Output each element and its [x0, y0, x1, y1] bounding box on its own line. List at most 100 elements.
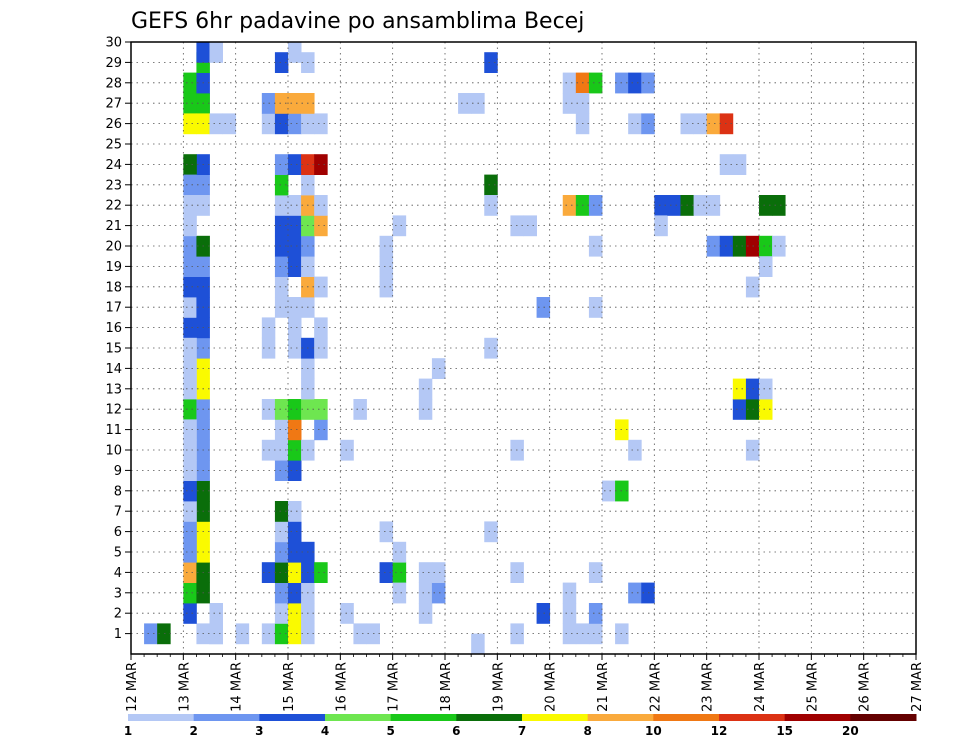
- heatmap-cell: [484, 521, 498, 543]
- heatmap-cell: [588, 562, 603, 583]
- heatmap-cell: [183, 603, 197, 624]
- heatmap-cell: [183, 276, 197, 298]
- heatmap-cell: [183, 113, 197, 135]
- heatmap-cell: [340, 603, 354, 624]
- heatmap-cell: [628, 439, 642, 461]
- y-tick-label: 21: [105, 219, 122, 234]
- heatmap-cell: [458, 93, 472, 114]
- x-tick-label: 25 MAR: [805, 662, 820, 712]
- y-tick-label: 19: [105, 260, 122, 275]
- colorbar-label: 6: [452, 724, 460, 738]
- heatmap-cell: [288, 419, 302, 441]
- heatmap-cell: [183, 399, 197, 420]
- heatmap-cell: [484, 337, 498, 359]
- heatmap-cell: [431, 562, 446, 583]
- heatmap-cell: [196, 42, 210, 63]
- heatmap-cell: [314, 195, 328, 216]
- heatmap-cell: [536, 297, 551, 318]
- colorbar-swatch: [587, 714, 654, 721]
- heatmap-cell: [274, 276, 289, 298]
- heatmap-cell: [274, 256, 289, 277]
- colorbar-label: 8: [583, 724, 591, 738]
- heatmap-cell: [288, 256, 302, 277]
- heatmap-cell: [732, 378, 747, 400]
- heatmap-cell: [392, 541, 407, 563]
- heatmap-cell: [353, 399, 367, 420]
- heatmap-cell: [288, 113, 302, 135]
- x-tick-label: 15 MAR: [282, 662, 297, 712]
- colorbar-swatch: [522, 714, 589, 721]
- heatmap-cell: [379, 235, 394, 257]
- colorbar-swatch: [259, 714, 326, 721]
- heatmap-cell: [392, 562, 407, 583]
- y-tick-label: 26: [105, 117, 122, 132]
- colorbar-swatch: [325, 714, 392, 721]
- heatmap-cell: [588, 235, 603, 257]
- colorbar-swatch: [653, 714, 720, 721]
- heatmap-cell: [183, 358, 197, 379]
- heatmap-cell: [759, 195, 773, 216]
- y-tick-label: 28: [105, 76, 122, 91]
- y-tick-label: 13: [105, 382, 122, 397]
- x-tick-label: 12 MAR: [125, 662, 140, 712]
- y-tick-label: 12: [105, 403, 122, 418]
- heatmap-cell: [288, 297, 302, 318]
- heatmap-cell: [288, 93, 302, 114]
- colorbar-swatch: [784, 714, 851, 721]
- heatmap-cell: [288, 623, 302, 645]
- heatmap-cell: [288, 439, 302, 461]
- heatmap-cell: [183, 93, 197, 114]
- x-tick-label: 27 MAR: [910, 662, 925, 712]
- heatmap-cell: [759, 235, 773, 257]
- heatmap-cell: [641, 113, 655, 135]
- heatmap-cell: [183, 174, 197, 196]
- y-tick-label: 3: [114, 586, 122, 601]
- x-tick-label: 24 MAR: [753, 662, 768, 712]
- heatmap-cell: [471, 633, 485, 655]
- heatmap-cell: [314, 276, 328, 298]
- heatmap-cell: [288, 501, 302, 522]
- y-tick-label: 8: [114, 484, 122, 499]
- colorbar-label: 15: [776, 724, 793, 738]
- heatmap-cell: [274, 215, 289, 237]
- heatmap-cell: [562, 603, 577, 624]
- heatmap-cell: [183, 501, 197, 522]
- heatmap-cell: [602, 480, 616, 502]
- heatmap-cell: [288, 399, 302, 420]
- heatmap-cell: [654, 215, 668, 237]
- heatmap-cell: [759, 399, 773, 420]
- y-tick-label: 16: [105, 321, 122, 336]
- heatmap-cell: [392, 582, 407, 604]
- heatmap-cell: [288, 541, 302, 563]
- heatmap-cell: [706, 113, 721, 135]
- heatmap-cell: [274, 439, 289, 461]
- y-tick-label: 4: [114, 566, 122, 581]
- heatmap-cell: [183, 460, 197, 481]
- y-tick-label: 20: [105, 240, 122, 255]
- x-tick-label: 20 MAR: [544, 662, 559, 712]
- x-tick-label: 14 MAR: [230, 662, 245, 712]
- heatmap-cells: [144, 42, 786, 655]
- heatmap-cell: [288, 521, 302, 543]
- heatmap-cell: [314, 113, 328, 135]
- heatmap-cell: [209, 623, 223, 645]
- x-tick-label: 21 MAR: [596, 662, 611, 712]
- heatmap-cell: [183, 521, 197, 543]
- colorbar-swatch: [850, 714, 917, 721]
- x-tick-label: 16 MAR: [334, 662, 349, 712]
- heatmap-cell: [288, 460, 302, 481]
- heatmap-cell: [588, 297, 603, 318]
- heatmap-cell: [288, 603, 302, 624]
- colorbar-label: 4: [321, 724, 329, 738]
- heatmap-cell: [562, 582, 577, 604]
- x-tick-label: 13 MAR: [177, 662, 192, 712]
- colorbar-label: 2: [189, 724, 197, 738]
- heatmap-cell: [274, 521, 289, 543]
- heatmap-cell: [588, 72, 603, 94]
- heatmap-cell: [667, 195, 681, 216]
- heatmap-cell: [379, 521, 394, 543]
- chart-title: GEFS 6hr padavine po ansamblima Becej: [131, 9, 584, 34]
- heatmap-cell: [209, 603, 223, 624]
- heatmap-cell: [288, 582, 302, 604]
- heatmap-cell: [183, 154, 197, 175]
